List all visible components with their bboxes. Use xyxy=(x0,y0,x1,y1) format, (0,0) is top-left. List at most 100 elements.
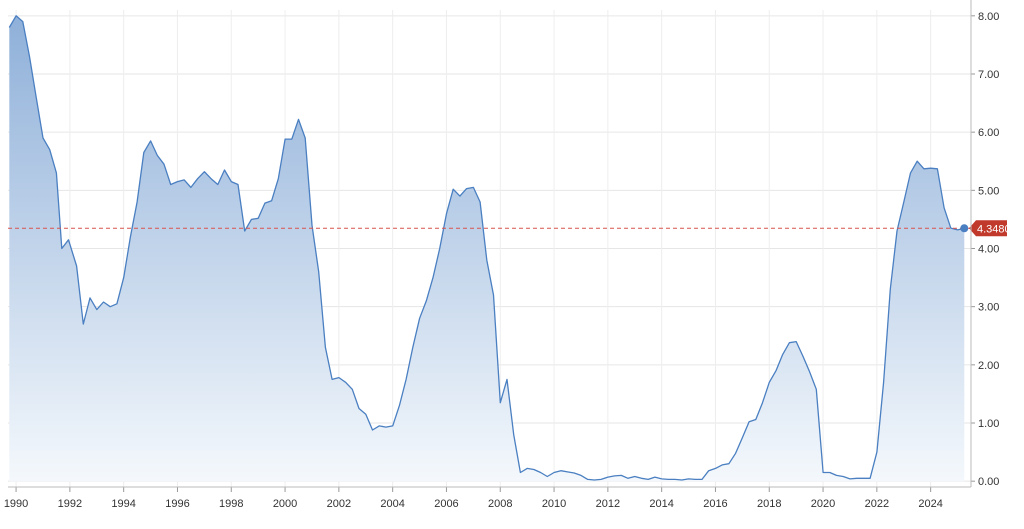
y-tick-label: 3.00 xyxy=(978,302,999,314)
data-point xyxy=(190,187,191,188)
data-point xyxy=(540,472,541,473)
x-tick-label: 2018 xyxy=(757,498,781,510)
x-tick-label: 2014 xyxy=(649,498,673,510)
data-point xyxy=(89,297,90,298)
y-tick-label: 7.00 xyxy=(978,69,999,81)
data-point xyxy=(426,300,427,301)
data-point xyxy=(849,478,850,479)
data-point xyxy=(110,306,111,307)
data-point xyxy=(379,425,380,426)
data-point xyxy=(668,479,669,480)
y-tick-label: 4.00 xyxy=(978,244,999,256)
data-point xyxy=(446,213,447,214)
data-point xyxy=(197,178,198,179)
data-point xyxy=(22,21,23,22)
data-point xyxy=(513,434,514,435)
data-point xyxy=(614,475,615,476)
data-point xyxy=(163,164,164,165)
current-value-reference: 4.3480 xyxy=(8,220,1011,237)
y-tick-label: 6.00 xyxy=(978,127,999,139)
data-point xyxy=(406,379,407,380)
plot-area xyxy=(8,15,965,482)
data-point xyxy=(836,475,837,476)
x-tick-label: 2008 xyxy=(488,498,512,510)
data-point xyxy=(937,168,938,169)
data-point xyxy=(83,324,84,325)
data-point xyxy=(580,475,581,476)
data-point xyxy=(473,187,474,188)
data-point xyxy=(634,476,635,477)
data-point xyxy=(284,139,285,140)
area-fill xyxy=(9,15,965,482)
data-point xyxy=(843,476,844,477)
data-point xyxy=(137,201,138,202)
data-point xyxy=(68,239,69,240)
data-point xyxy=(493,294,494,295)
data-point xyxy=(486,260,487,261)
data-point xyxy=(392,425,393,426)
x-tick-label: 2024 xyxy=(918,498,942,510)
data-point xyxy=(789,342,790,343)
data-point xyxy=(459,196,460,197)
data-point xyxy=(681,479,682,480)
data-point xyxy=(244,230,245,231)
data-point xyxy=(661,478,662,479)
data-point xyxy=(654,477,655,478)
y-tick-label: 2.00 xyxy=(978,360,999,372)
data-point xyxy=(123,277,124,278)
data-point xyxy=(311,225,312,226)
data-point xyxy=(15,15,16,16)
data-point xyxy=(607,477,608,478)
data-point xyxy=(802,356,803,357)
data-point xyxy=(944,207,945,208)
data-point xyxy=(587,479,588,480)
data-point xyxy=(61,248,62,249)
data-point xyxy=(923,168,924,169)
data-point xyxy=(432,277,433,278)
x-tick-label: 1990 xyxy=(4,498,28,510)
data-point xyxy=(96,309,97,310)
data-point xyxy=(648,479,649,480)
data-point xyxy=(479,201,480,202)
data-point xyxy=(728,463,729,464)
x-tick-label: 2002 xyxy=(327,498,351,510)
data-point xyxy=(264,203,265,204)
data-point xyxy=(318,271,319,272)
data-point xyxy=(177,181,178,182)
data-point xyxy=(675,479,676,480)
data-point xyxy=(9,27,10,28)
data-point xyxy=(769,382,770,383)
data-point xyxy=(903,201,904,202)
data-point xyxy=(298,119,299,120)
x-tick-label: 1992 xyxy=(58,498,82,510)
current-value-badge xyxy=(969,220,1007,237)
data-point xyxy=(325,347,326,348)
data-point xyxy=(722,464,723,465)
data-point xyxy=(533,469,534,470)
data-point xyxy=(748,421,749,422)
data-point xyxy=(439,248,440,249)
data-point xyxy=(547,476,548,477)
data-point xyxy=(76,265,77,266)
data-point xyxy=(560,470,561,471)
data-point xyxy=(917,161,918,162)
series-line xyxy=(8,15,965,481)
data-point xyxy=(822,472,823,473)
data-point xyxy=(338,377,339,378)
data-point xyxy=(742,437,743,438)
data-point xyxy=(896,230,897,231)
data-point xyxy=(345,382,346,383)
data-point xyxy=(816,389,817,390)
x-tick-label: 1998 xyxy=(219,498,243,510)
current-value-label: 4.3480 xyxy=(977,223,1011,235)
data-point xyxy=(224,169,225,170)
x-tick-label: 1994 xyxy=(111,498,135,510)
data-point xyxy=(271,200,272,201)
data-point xyxy=(856,478,857,479)
data-point xyxy=(695,479,696,480)
data-point xyxy=(883,382,884,383)
y-tick-label: 0.00 xyxy=(978,476,999,488)
data-point xyxy=(641,478,642,479)
data-point xyxy=(258,218,259,219)
x-tick-label: 2010 xyxy=(542,498,566,510)
